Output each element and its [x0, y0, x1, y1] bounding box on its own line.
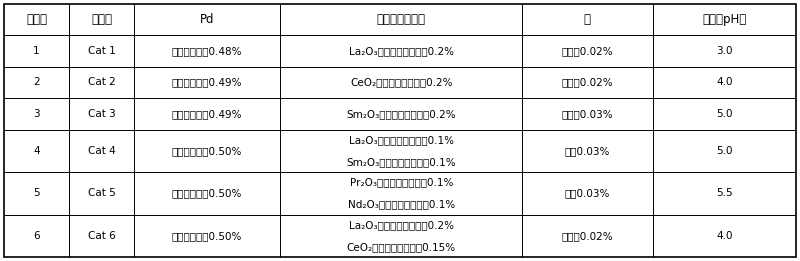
Text: 钯胶液pH值: 钯胶液pH值	[702, 13, 746, 26]
Text: 1: 1	[33, 46, 40, 56]
Text: Nd₂O₃（以硝酸钕加入）0.1%: Nd₂O₃（以硝酸钕加入）0.1%	[347, 199, 455, 209]
Text: 4.0: 4.0	[716, 77, 733, 87]
Text: 以醋酸钯加入0.49%: 以醋酸钯加入0.49%	[172, 77, 242, 87]
Text: Sm₂O₃（以硝酸钐加入）0.2%: Sm₂O₃（以硝酸钐加入）0.2%	[346, 109, 456, 119]
Text: Cat 2: Cat 2	[87, 77, 115, 87]
Text: 以氯钯酸加入0.50%: 以氯钯酸加入0.50%	[172, 231, 242, 241]
Text: Pd: Pd	[200, 13, 214, 26]
Text: Cat 6: Cat 6	[87, 231, 115, 241]
Text: 酸: 酸	[584, 13, 591, 26]
Text: Cat 4: Cat 4	[87, 146, 115, 156]
Text: 醋酸0.03%: 醋酸0.03%	[565, 146, 610, 156]
Text: La₂O₃（以硝酸镧加入）0.2%: La₂O₃（以硝酸镧加入）0.2%	[349, 46, 454, 56]
Text: 6: 6	[33, 231, 40, 241]
Text: 以硝酸钯加入0.50%: 以硝酸钯加入0.50%	[172, 188, 242, 198]
Text: 3.0: 3.0	[716, 46, 733, 56]
Text: 酒石酸0.02%: 酒石酸0.02%	[562, 46, 613, 56]
Text: Cat 3: Cat 3	[87, 109, 115, 119]
Text: Cat 1: Cat 1	[87, 46, 115, 56]
Text: 以氯钯酸加入0.50%: 以氯钯酸加入0.50%	[172, 146, 242, 156]
Text: Sm₂O₃（以硝酸钐加入）0.1%: Sm₂O₃（以硝酸钐加入）0.1%	[346, 157, 456, 167]
Text: 4: 4	[33, 146, 40, 156]
Text: La₂O₃（以硝酸镧加入）0.1%: La₂O₃（以硝酸镧加入）0.1%	[349, 135, 454, 145]
Text: CeO₂（以硝酸铈加入）0.2%: CeO₂（以硝酸铈加入）0.2%	[350, 77, 453, 87]
Text: 5.0: 5.0	[716, 109, 733, 119]
Text: 3: 3	[33, 109, 40, 119]
Text: 稀土元素氧化物: 稀土元素氧化物	[377, 13, 426, 26]
Text: 5.0: 5.0	[716, 146, 733, 156]
Text: 柠檬酸0.03%: 柠檬酸0.03%	[562, 109, 613, 119]
Text: 实施例: 实施例	[26, 13, 47, 26]
Text: 以氯化钯加入0.49%: 以氯化钯加入0.49%	[172, 109, 242, 119]
Text: 4.0: 4.0	[716, 231, 733, 241]
Text: CeO₂（以硝酸铈加入）0.15%: CeO₂（以硝酸铈加入）0.15%	[346, 242, 456, 252]
Text: 5: 5	[33, 188, 40, 198]
Text: 以氯钯酸加入0.48%: 以氯钯酸加入0.48%	[172, 46, 242, 56]
Text: 醋酸0.03%: 醋酸0.03%	[565, 188, 610, 198]
Text: Pr₂O₃（以硝酸镨加入）0.1%: Pr₂O₃（以硝酸镨加入）0.1%	[350, 177, 453, 187]
Text: 催化剂: 催化剂	[91, 13, 112, 26]
Text: 酒石酸0.02%: 酒石酸0.02%	[562, 231, 613, 241]
Text: 2: 2	[33, 77, 40, 87]
Text: 酒石酸0.02%: 酒石酸0.02%	[562, 77, 613, 87]
Text: Cat 5: Cat 5	[87, 188, 115, 198]
Text: La₂O₃（以硝酸镧加入）0.2%: La₂O₃（以硝酸镧加入）0.2%	[349, 220, 454, 230]
Text: 5.5: 5.5	[716, 188, 733, 198]
